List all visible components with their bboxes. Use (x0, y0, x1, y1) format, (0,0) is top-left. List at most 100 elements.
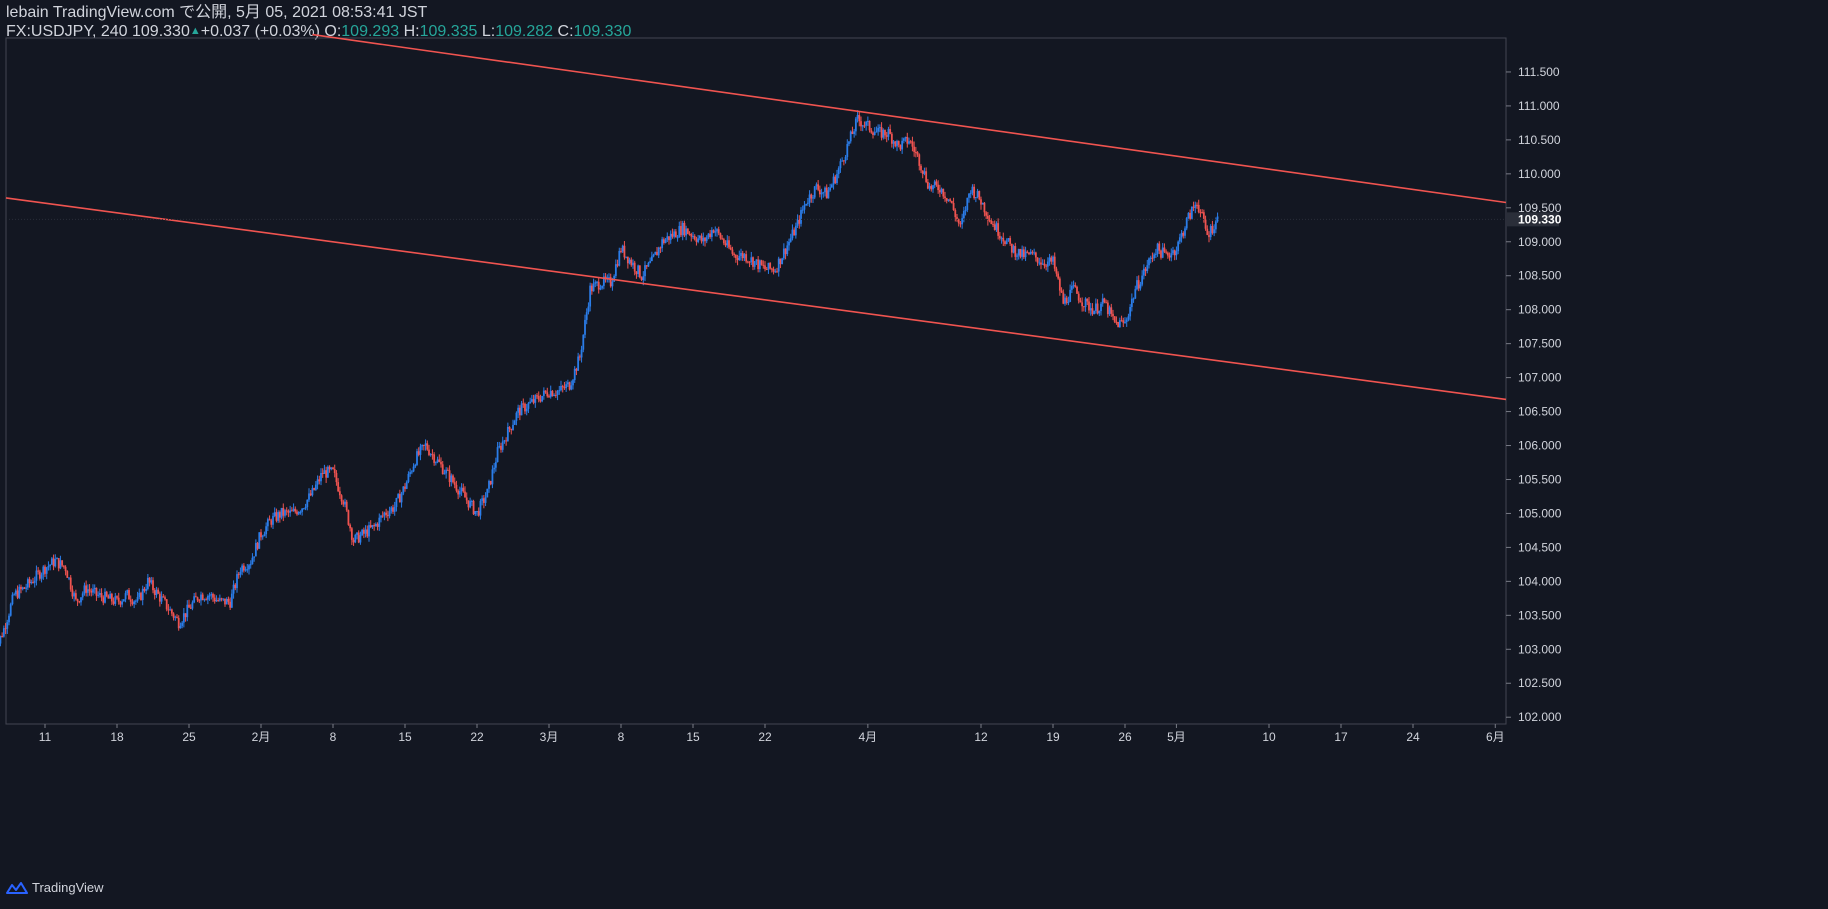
candle-body (558, 390, 561, 392)
candle-body (488, 480, 490, 489)
candle-body (272, 515, 274, 525)
candle-body (1022, 249, 1025, 258)
x-tick-label: 15 (686, 730, 700, 744)
candle-body (964, 209, 967, 211)
candle-body (661, 239, 664, 248)
candle-body (945, 198, 948, 201)
candle-body (824, 187, 826, 193)
trendlines[interactable] (5, 33, 1507, 401)
candle-body (304, 507, 307, 509)
candle-body (1038, 262, 1041, 264)
candle-body (688, 233, 691, 235)
publish-info: lebain TradingView.com で公開, 5月 05, 2021 … (6, 4, 428, 21)
candle-body (633, 262, 636, 272)
candle-body (700, 235, 703, 242)
candle-body (97, 594, 100, 596)
price-change: +0.037 (+0.03%) (200, 23, 320, 40)
y-tick-label: 110.000 (1518, 167, 1561, 181)
candle-body (827, 190, 830, 199)
candle-body (455, 484, 458, 491)
candle-body (1211, 225, 1214, 234)
candle-body (549, 390, 552, 398)
candle-body (930, 186, 933, 190)
candle-body (335, 473, 338, 483)
y-tick-label: 105.500 (1518, 472, 1562, 486)
candle-body (128, 590, 130, 600)
candle-body (1201, 212, 1204, 214)
candle-body (575, 368, 578, 371)
candle-body (1069, 289, 1072, 302)
candle-body (801, 209, 804, 211)
x-tick-label: 22 (470, 730, 484, 744)
time-axis[interactable]: 11 18 25 2月 8 15 22 3月 8 15 22 4月 12 19 26 5月 10 17 24 6月 (39, 724, 1505, 744)
candle-body (1074, 285, 1077, 287)
y-tick-label: 110.500 (1518, 133, 1561, 147)
candle-body (836, 174, 838, 183)
candle-body (938, 190, 941, 193)
candle-body (57, 558, 60, 569)
candle-body (1175, 251, 1178, 256)
candle-body (1209, 225, 1212, 238)
candle-body (707, 233, 710, 238)
candle-body (1204, 219, 1207, 229)
candle-body (808, 194, 811, 203)
candle-body (716, 229, 718, 232)
brand-label[interactable]: TradingView (32, 880, 104, 895)
candle-body (38, 571, 41, 579)
open-value: 109.293 (341, 23, 400, 40)
candle-body (227, 598, 230, 602)
candle-body (316, 479, 319, 485)
candle-body (40, 574, 43, 579)
candle-body (506, 426, 509, 442)
candle-body (608, 277, 610, 279)
candle-body (472, 500, 475, 515)
candle-body (825, 187, 828, 199)
candle-body (258, 532, 261, 549)
candle-body (590, 285, 593, 292)
candle-body (947, 199, 950, 201)
candle-body (743, 254, 746, 259)
candle-body (1208, 234, 1210, 238)
candle-body (347, 510, 350, 525)
candle-body (909, 141, 912, 143)
candle-body (980, 199, 982, 205)
candle-body (218, 598, 221, 601)
candle-body (988, 220, 991, 222)
candle-body (59, 560, 62, 569)
candle-body (162, 596, 165, 598)
candle-body (1031, 251, 1034, 253)
y-tick-label: 111.000 (1518, 99, 1560, 113)
candle-body (721, 238, 724, 240)
candle-body (1120, 320, 1123, 322)
candle-body (760, 260, 763, 265)
upper-channel-trendline[interactable] (312, 33, 1507, 204)
candle-body (402, 486, 405, 494)
candle-body (1172, 250, 1174, 254)
candle-body (961, 218, 964, 225)
candle-body (260, 532, 262, 538)
candle-body (1127, 316, 1130, 320)
lower-channel-trendline[interactable] (5, 197, 1507, 401)
candle-body (556, 391, 559, 396)
symbol-label[interactable]: FX:USDJPY, 240 (6, 23, 128, 40)
candle-body (654, 251, 657, 255)
candle-body (50, 558, 53, 565)
candle-body (717, 229, 720, 234)
candle-body (213, 597, 216, 602)
candle-body (426, 443, 429, 450)
candle-body (256, 542, 259, 549)
candle-body (810, 194, 813, 199)
candle-body (503, 440, 506, 442)
candle-body (1002, 237, 1005, 242)
candle-body (525, 408, 528, 412)
candle-body (791, 229, 794, 239)
chart-frame (5, 37, 1507, 725)
candle-body (1067, 301, 1070, 303)
candle-body (126, 590, 129, 594)
candle-body (786, 245, 789, 255)
price-axis[interactable]: 111.500 111.000 110.500 110.000 109.500 109.0… (6, 65, 1562, 724)
candle-body (585, 312, 588, 320)
candle-body (167, 609, 170, 611)
candle-body (9, 604, 12, 616)
